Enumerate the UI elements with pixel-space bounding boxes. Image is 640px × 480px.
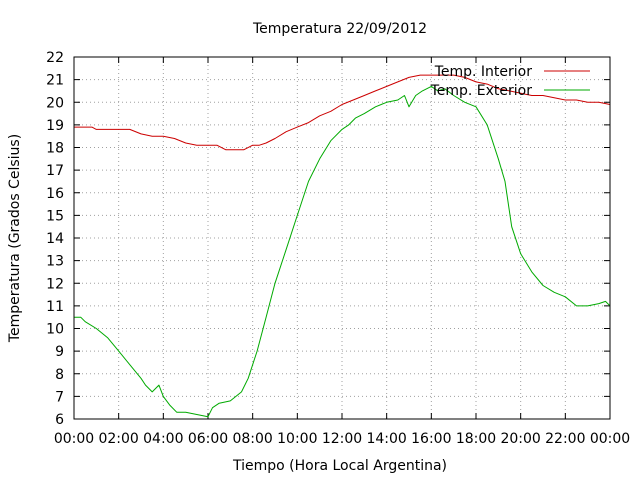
y-tick-label: 16 [46, 186, 64, 202]
x-tick-label: 10:00 [277, 431, 317, 447]
grid [74, 57, 610, 419]
y-tick-label: 15 [46, 208, 64, 224]
y-tick-label: 20 [46, 95, 64, 111]
y-tick-label: 9 [55, 344, 64, 360]
legend-label: Temp. Exterior [430, 83, 533, 99]
x-tick-label: 00:00 [590, 431, 630, 447]
y-tick-label: 11 [46, 299, 64, 315]
y-tick-label: 17 [46, 163, 64, 179]
x-tick-label: 00:00 [54, 431, 94, 447]
x-tick-label: 14:00 [366, 431, 406, 447]
y-tick-label: 14 [46, 231, 64, 247]
x-tick-label: 18:00 [456, 431, 496, 447]
chart-title: Temperatura 22/09/2012 [252, 21, 427, 37]
x-tick-label: 20:00 [500, 431, 540, 447]
x-tick-label: 04:00 [143, 431, 183, 447]
y-axis-label: Temperatura (Grados Celsius) [7, 134, 23, 343]
x-tick-label: 08:00 [232, 431, 272, 447]
y-tick-label: 6 [55, 412, 64, 428]
y-tick-label: 13 [46, 254, 64, 270]
x-tick-label: 06:00 [188, 431, 228, 447]
y-tick-label: 10 [46, 322, 64, 338]
series-lines [74, 74, 611, 418]
series-line-temp-interior [74, 74, 611, 151]
y-tick-label: 21 [46, 73, 64, 89]
legend-label: Temp. Interior [434, 64, 533, 80]
x-tick-label: 02:00 [98, 431, 138, 447]
y-tick-label: 12 [46, 276, 64, 292]
y-tick-label: 22 [46, 50, 64, 66]
y-tick-label: 8 [55, 367, 64, 383]
x-tick-label: 12:00 [322, 431, 362, 447]
x-tick-label: 16:00 [411, 431, 451, 447]
series-line-temp-exterior [74, 85, 611, 418]
y-tick-label: 18 [46, 141, 64, 157]
plot-frame [73, 56, 611, 420]
legend: Temp. Interior Temp. Exterior [430, 64, 590, 99]
x-tick-labels: 00:00 02:00 04:00 06:00 08:00 10:00 12:00 14:00… [54, 431, 630, 447]
x-axis-label: Tiempo (Hora Local Argentina) [232, 458, 447, 474]
x-tick-label: 22:00 [545, 431, 585, 447]
y-tick-label: 19 [46, 118, 64, 134]
y-tick-label: 7 [55, 389, 64, 405]
y-tick-labels: 6 7 8 9 10 11 12 13 14 15 16 17 18 19 20 21 22 [46, 50, 64, 428]
